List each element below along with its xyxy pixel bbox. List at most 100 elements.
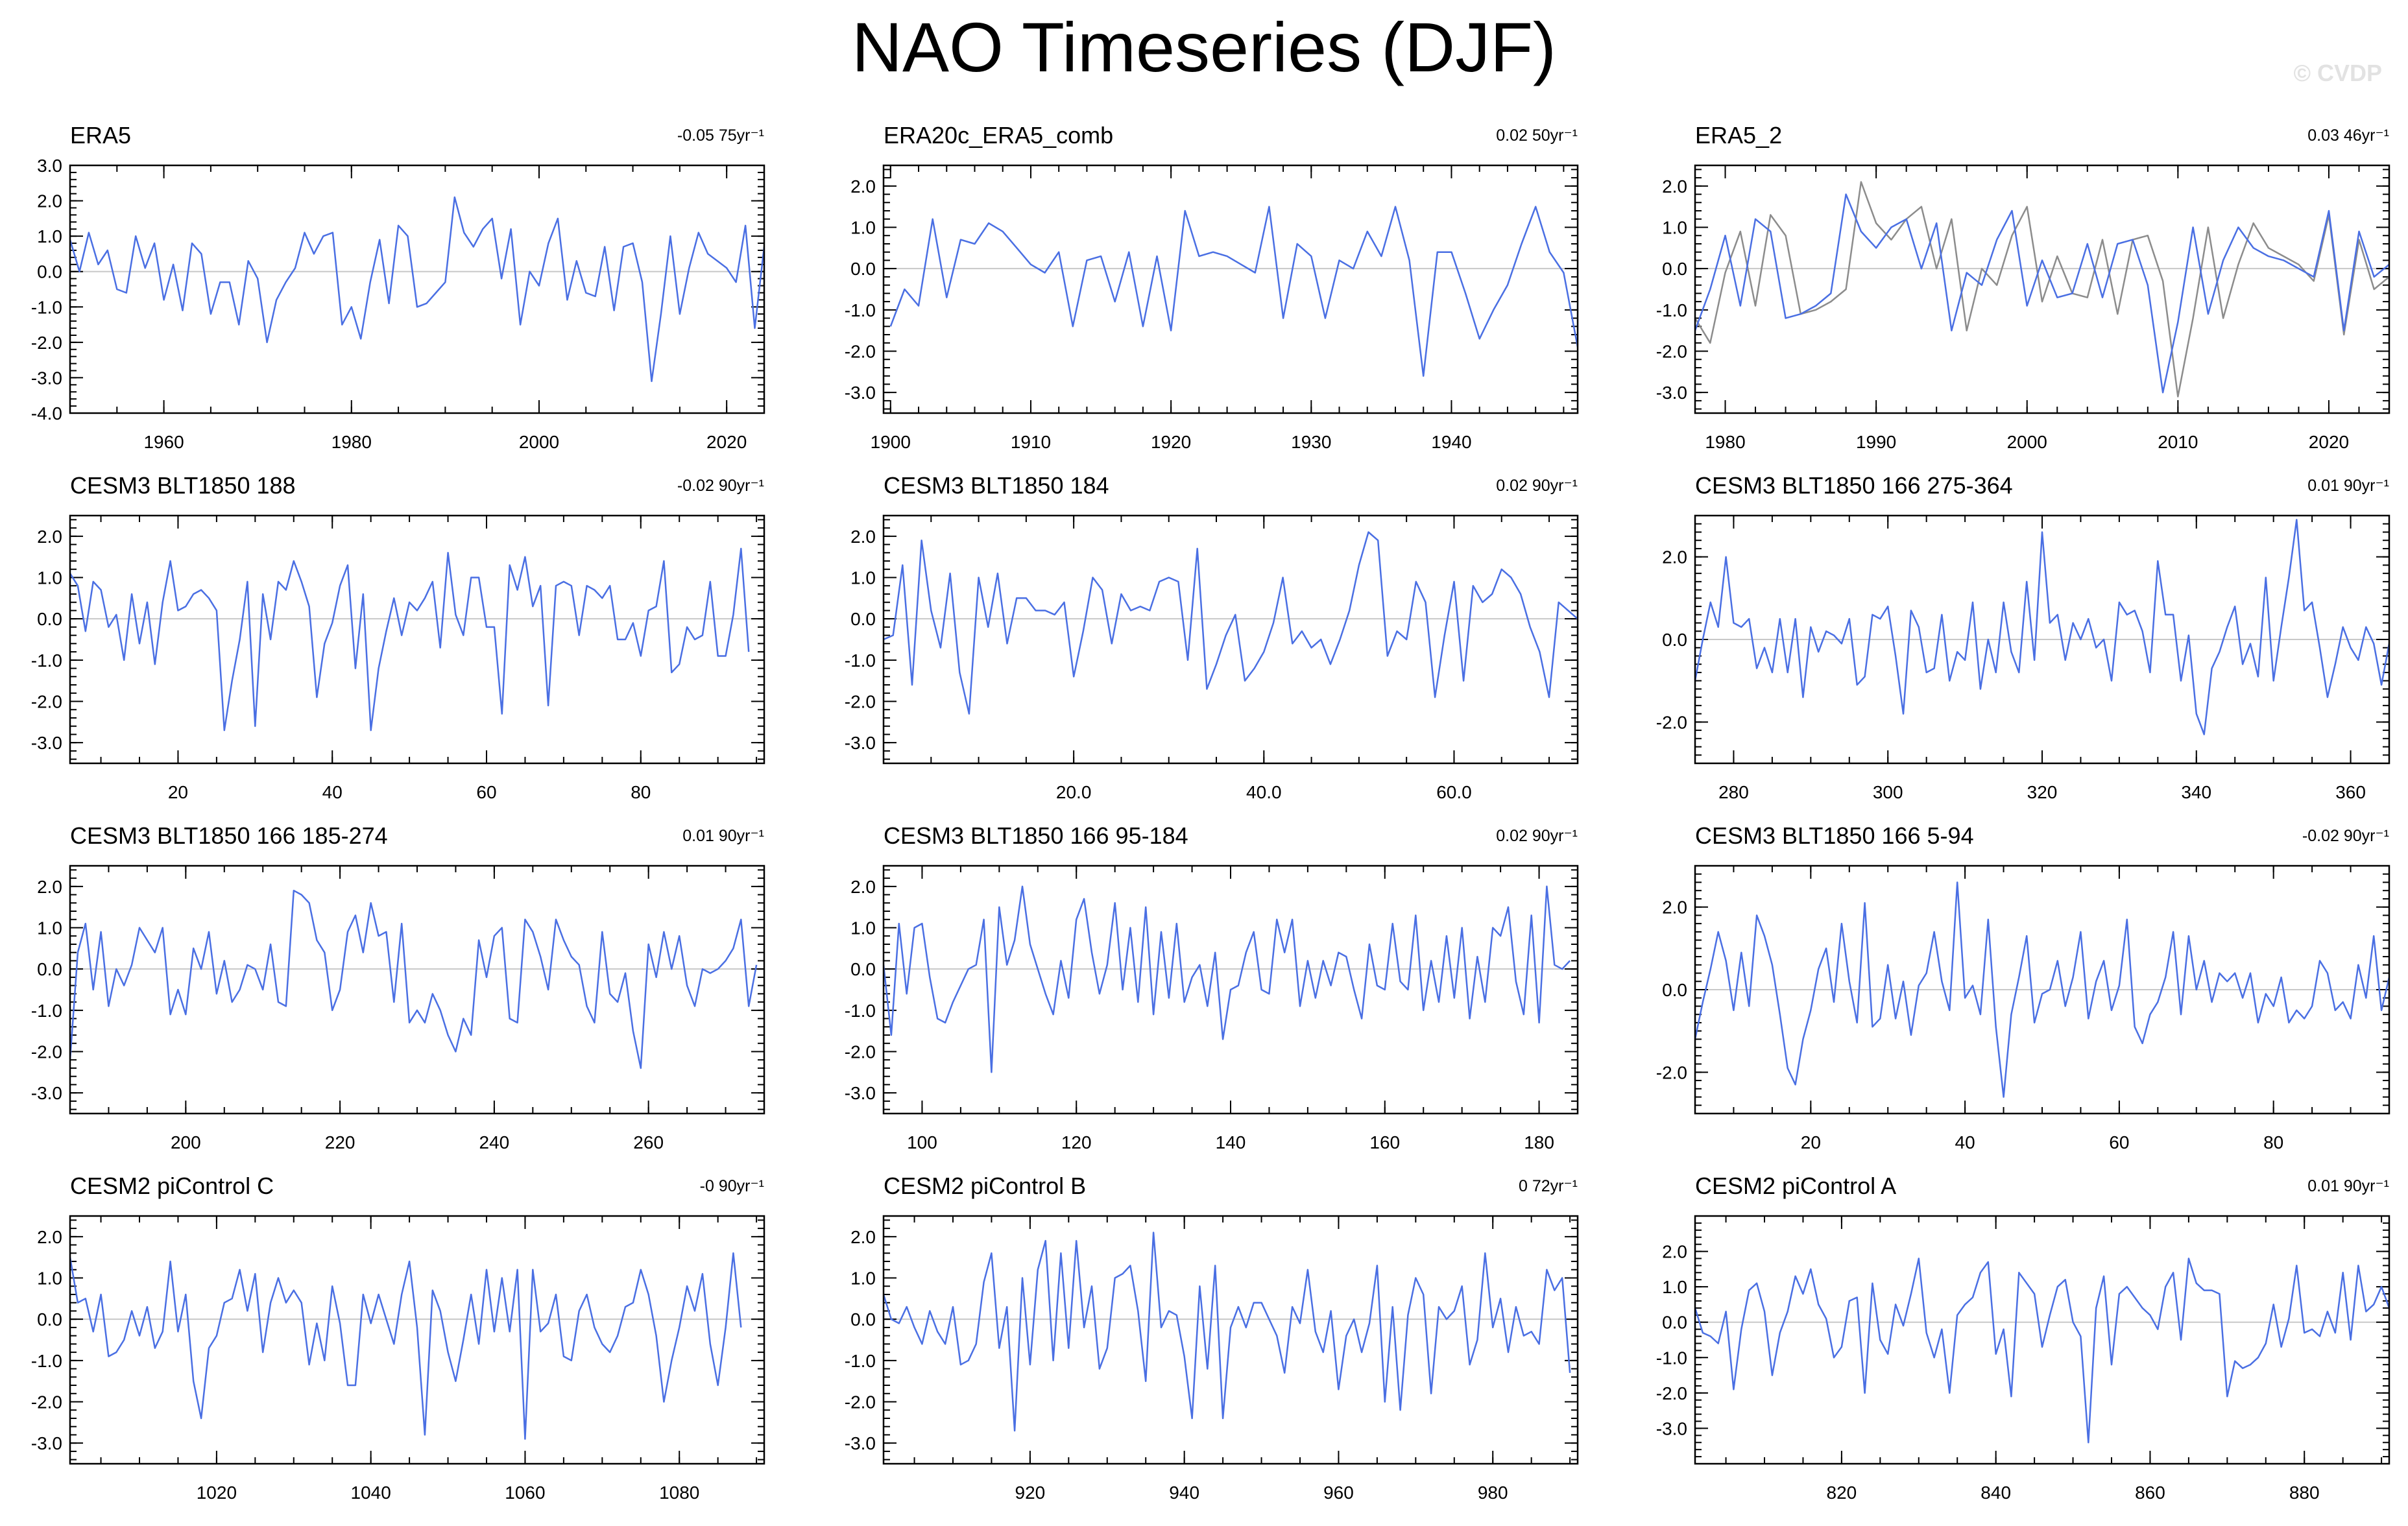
x-tick-label: 240 xyxy=(479,1132,510,1152)
panel-title: ERA5 xyxy=(70,122,131,149)
y-tick-label: 0.0 xyxy=(1662,630,1687,650)
x-tick-label: 1980 xyxy=(1705,432,1745,452)
trend-label: 0.02 50yr⁻¹ xyxy=(1496,126,1578,145)
y-tick-label: 1.0 xyxy=(850,568,876,588)
plot-frame xyxy=(1694,1215,2390,1465)
y-tick-label: 2.0 xyxy=(850,527,876,547)
y-tick-label: 0.0 xyxy=(37,262,62,282)
y-tick-label: 2.0 xyxy=(37,191,62,211)
y-tick-label: 2.0 xyxy=(1662,898,1687,918)
trend-label: 0.01 90yr⁻¹ xyxy=(682,827,764,845)
y-tick-label: -1.0 xyxy=(845,1001,876,1021)
panel-title: CESM2 piControl B xyxy=(884,1173,1086,1199)
series-line-1 xyxy=(1695,881,2389,1098)
chart-panel-4: CESM3 BLT1850 188 -0.02 90yr⁻¹ 20 40 60 80 -3.… xyxy=(31,472,765,802)
y-tick-label: -1.0 xyxy=(845,650,876,671)
y-tick-label: -3.0 xyxy=(845,733,876,753)
x-tick-label: 1990 xyxy=(1856,432,1896,452)
chart-panel-10: CESM2 piControl C -0 90yr⁻¹ 1020 1040 1060 10… xyxy=(31,1173,765,1503)
chart-panel-6: CESM3 BLT1850 166 275-364 0.01 90yr⁻¹ 280 3… xyxy=(1656,472,2390,802)
x-tick-label: 60 xyxy=(2109,1132,2129,1152)
y-tick-label: 2.0 xyxy=(37,527,62,547)
chart-panel-7: CESM3 BLT1850 166 185-274 0.01 90yr⁻¹ 200 2… xyxy=(31,822,765,1152)
chart-panel-5: CESM3 BLT1850 184 0.02 90yr⁻¹ 20.0 40.0 60.0… xyxy=(845,472,1579,802)
x-tick-label: 2010 xyxy=(2158,432,2198,452)
trend-label: 0.02 90yr⁻¹ xyxy=(1496,477,1578,495)
panel-title: ERA5_2 xyxy=(1695,122,1782,149)
x-tick-label: 80 xyxy=(2263,1132,2283,1152)
y-tick-label: 0.0 xyxy=(1662,259,1687,279)
trend-label: -0.05 75yr⁻¹ xyxy=(677,126,764,145)
x-tick-label: 320 xyxy=(2027,782,2058,802)
trend-label: -0 90yr⁻¹ xyxy=(700,1177,764,1195)
x-tick-label: 100 xyxy=(907,1132,937,1152)
y-tick-label: -1.0 xyxy=(31,650,62,671)
x-tick-label: 1910 xyxy=(1011,432,1051,452)
x-tick-label: 220 xyxy=(325,1132,355,1152)
plot-frame xyxy=(882,1215,1579,1465)
y-tick-label: -3.0 xyxy=(845,1083,876,1103)
y-tick-label: 1.0 xyxy=(37,918,62,938)
x-tick-label: 2000 xyxy=(519,432,559,452)
y-tick-label: 1.0 xyxy=(37,1269,62,1289)
trend-label: 0.01 90yr⁻¹ xyxy=(2307,477,2389,495)
series-line-1 xyxy=(70,889,758,1069)
y-tick-label: -3.0 xyxy=(845,1433,876,1453)
series-line-1 xyxy=(1695,1258,2389,1444)
x-tick-label: 40 xyxy=(322,782,343,802)
panel-title: CESM3 BLT1850 184 xyxy=(884,472,1109,499)
x-tick-label: 120 xyxy=(1061,1132,1092,1152)
y-tick-label: -2.0 xyxy=(1656,342,1687,362)
chart-panel-3: ERA5_2 0.03 46yr⁻¹ 1980 1990 2000 2010 2020 -3.… xyxy=(1656,122,2390,452)
y-tick-label: 0.0 xyxy=(1662,1313,1687,1333)
x-tick-label: 360 xyxy=(2335,782,2366,802)
series-line-1 xyxy=(1695,181,2389,398)
y-tick-label: -1.0 xyxy=(845,1351,876,1371)
y-tick-label: -1.0 xyxy=(1656,300,1687,320)
page-title: NAO Timeseries (DJF) xyxy=(851,8,1557,86)
series-line-1 xyxy=(1695,519,2389,735)
trend-label: 0.02 90yr⁻¹ xyxy=(1496,827,1578,845)
x-tick-label: 860 xyxy=(2135,1483,2165,1503)
chart-panel-2: ERA20c_ERA5_comb 0.02 50yr⁻¹ 1900 1910 1920 1… xyxy=(845,122,1579,452)
y-tick-label: -2.0 xyxy=(845,692,876,712)
y-tick-label: -2.0 xyxy=(31,692,62,712)
x-tick-label: 940 xyxy=(1169,1483,1199,1503)
y-tick-label: -2.0 xyxy=(31,1042,62,1062)
x-tick-label: 1960 xyxy=(143,432,184,452)
y-tick-label: 3.0 xyxy=(37,156,62,176)
y-tick-label: 1.0 xyxy=(1662,1277,1687,1297)
y-tick-label: 2.0 xyxy=(1662,176,1687,197)
x-tick-label: 40 xyxy=(1955,1132,1975,1152)
x-tick-label: 20.0 xyxy=(1056,782,1092,802)
y-tick-label: 1.0 xyxy=(850,1269,876,1289)
y-tick-label: -2.0 xyxy=(845,1392,876,1413)
x-tick-label: 20 xyxy=(1801,1132,1821,1152)
panel-title: CESM2 piControl A xyxy=(1695,1173,1896,1199)
plot-frame xyxy=(882,864,1579,1115)
x-tick-label: 20 xyxy=(168,782,188,802)
y-tick-label: 0.0 xyxy=(850,959,876,979)
y-tick-label: -1.0 xyxy=(31,1351,62,1371)
panel-title: CESM3 BLT1850 166 5-94 xyxy=(1695,822,1974,849)
chart-panel-1: ERA5 -0.05 75yr⁻¹ 1960 1980 2000 2020 -4.0 -3.0… xyxy=(31,122,765,452)
y-tick-label: -2.0 xyxy=(1656,1383,1687,1403)
x-tick-label: 2020 xyxy=(2309,432,2349,452)
panel-title: CESM3 BLT1850 166 95-184 xyxy=(884,822,1188,849)
plot-frame xyxy=(882,164,1579,414)
series-line-1 xyxy=(884,1232,1571,1432)
trend-label: 0.01 90yr⁻¹ xyxy=(2307,1177,2389,1195)
plot-frame xyxy=(1694,514,2390,765)
plot-frame xyxy=(1694,864,2390,1115)
y-tick-label: 0.0 xyxy=(850,609,876,629)
y-tick-label: 1.0 xyxy=(850,218,876,238)
y-tick-label: -2.0 xyxy=(1656,1062,1687,1082)
series-line-1 xyxy=(884,885,1571,1073)
y-tick-label: 2.0 xyxy=(1662,547,1687,567)
x-tick-label: 140 xyxy=(1216,1132,1246,1152)
chart-panel-8: CESM3 BLT1850 166 95-184 0.02 90yr⁻¹ 100 12… xyxy=(845,822,1579,1152)
x-tick-label: 1980 xyxy=(331,432,372,452)
y-tick-label: 2.0 xyxy=(850,1227,876,1247)
panel-title: CESM2 piControl C xyxy=(70,1173,274,1199)
x-tick-label: 2020 xyxy=(706,432,747,452)
